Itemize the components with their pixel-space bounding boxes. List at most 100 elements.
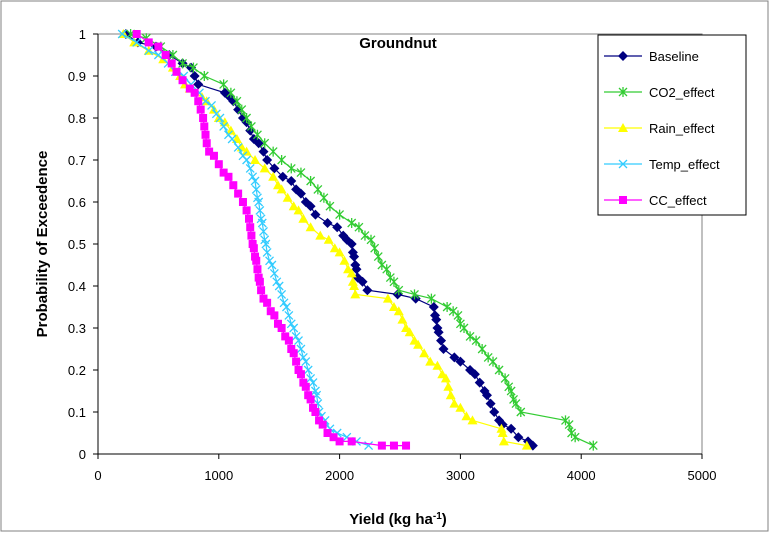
y-tick-label: 0.3 [68, 321, 86, 336]
data-point-co2-effect [168, 50, 178, 60]
data-point-co2-effect [306, 176, 316, 186]
legend-marker-rain-effect [618, 123, 628, 132]
data-point-baseline [262, 155, 273, 165]
data-point-co2-effect [313, 184, 323, 195]
data-point-co2-effect [325, 201, 335, 212]
data-point-co2-effect [500, 373, 510, 384]
data-point-co2-effect [246, 121, 256, 132]
data-point-cc-effect [289, 349, 298, 358]
data-point-temp-effect [207, 100, 217, 110]
data-point-temp-effect [274, 281, 284, 291]
data-point-rain-effect [445, 390, 456, 400]
data-point-baseline [489, 407, 500, 417]
data-point-co2-effect [459, 323, 469, 333]
data-point-co2-effect [426, 293, 436, 304]
data-point-rain-effect [449, 398, 460, 408]
series-cc-effect [132, 30, 411, 450]
data-point-cc-effect [252, 256, 261, 265]
data-point-cc-effect [292, 357, 301, 366]
data-point-rain-effect [225, 125, 236, 135]
data-point-co2-effect [471, 335, 481, 346]
data-point-baseline [436, 335, 447, 346]
data-point-cc-effect [219, 168, 228, 177]
data-point-temp-effect [227, 134, 237, 144]
data-point-cc-effect [304, 391, 313, 400]
data-point-temp-effect [298, 352, 308, 362]
data-point-baseline [357, 276, 368, 287]
data-point-rain-effect [419, 348, 430, 358]
y-tick-label: 0.5 [68, 237, 86, 252]
data-point-rain-effect [461, 411, 472, 421]
data-point-co2-effect [465, 331, 475, 342]
data-point-rain-effect [129, 37, 140, 47]
data-point-rain-effect [288, 201, 299, 211]
legend-marker-co2-effect [618, 87, 628, 97]
data-point-co2-effect [260, 138, 270, 149]
x-tick-label: 0 [94, 468, 101, 483]
data-point-cc-effect [224, 172, 233, 181]
data-point-cc-effect [329, 433, 338, 442]
data-point-co2-effect [442, 302, 452, 312]
data-point-co2-effect [296, 167, 306, 178]
data-point-co2-effect [347, 218, 357, 228]
data-point-rain-effect [432, 360, 443, 370]
data-point-rain-effect [404, 327, 415, 337]
data-point-temp-effect [284, 310, 294, 320]
data-point-co2-effect [219, 79, 229, 90]
y-tick-label: 0.1 [68, 405, 86, 420]
data-point-cc-effect [247, 231, 256, 240]
data-point-cc-effect [287, 345, 296, 353]
data-point-baseline [351, 264, 362, 275]
data-point-baseline [189, 71, 200, 81]
data-point-cc-effect [335, 437, 344, 446]
data-point-temp-effect [294, 336, 303, 346]
data-point-cc-effect [246, 223, 255, 232]
data-point-baseline [474, 377, 485, 388]
data-point-baseline [469, 369, 480, 380]
data-point-temp-effect [306, 373, 316, 383]
legend-marker-temp-effect [618, 159, 628, 169]
data-point-cc-effect [194, 97, 203, 106]
legend: Baseline CO2_effect Rain_effect Temp_effect… [597, 34, 747, 216]
y-tick-label: 0.7 [68, 153, 86, 168]
data-point-co2-effect [370, 243, 380, 254]
data-point-rain-effect [241, 146, 252, 156]
data-point-co2-effect [319, 192, 329, 203]
data-point-temp-effect [219, 121, 229, 131]
y-tick-label: 1 [79, 27, 86, 42]
data-point-temp-effect [255, 205, 265, 215]
data-point-baseline [322, 218, 333, 228]
data-point-temp-effect [250, 176, 260, 186]
y-tick-label: 0.4 [68, 279, 86, 294]
data-point-co2-effect [252, 129, 262, 140]
data-point-co2-effect [506, 386, 516, 396]
data-point-co2-effect [494, 365, 504, 375]
data-point-co2-effect [588, 440, 598, 451]
data-point-rain-effect [259, 163, 270, 173]
data-point-cc-effect [323, 429, 332, 437]
data-point-rain-effect [339, 255, 350, 265]
data-point-temp-effect [291, 331, 301, 341]
data-point-rain-effect [425, 356, 436, 366]
data-point-cc-effect [296, 370, 305, 379]
data-point-baseline [449, 352, 460, 363]
data-point-cc-effect [161, 51, 170, 59]
data-point-cc-effect [172, 67, 181, 76]
data-point-rain-effect [293, 205, 304, 215]
data-point-cc-effect [270, 311, 279, 320]
data-point-cc-effect [255, 277, 264, 286]
data-point-cc-effect [178, 76, 187, 85]
data-point-temp-effect [286, 319, 296, 329]
x-tick-label: 1000 [204, 468, 233, 483]
data-point-cc-effect [144, 38, 153, 47]
data-point-rain-effect [455, 402, 466, 412]
data-point-cc-effect [259, 294, 268, 303]
data-point-cc-effect [200, 122, 209, 131]
data-point-rain-effect [298, 213, 309, 223]
data-point-cc-effect [294, 366, 303, 374]
data-point-cc-effect [273, 319, 282, 328]
data-point-temp-effect [257, 218, 267, 228]
data-point-rain-effect [323, 234, 334, 244]
data-point-rain-effect [497, 428, 508, 437]
